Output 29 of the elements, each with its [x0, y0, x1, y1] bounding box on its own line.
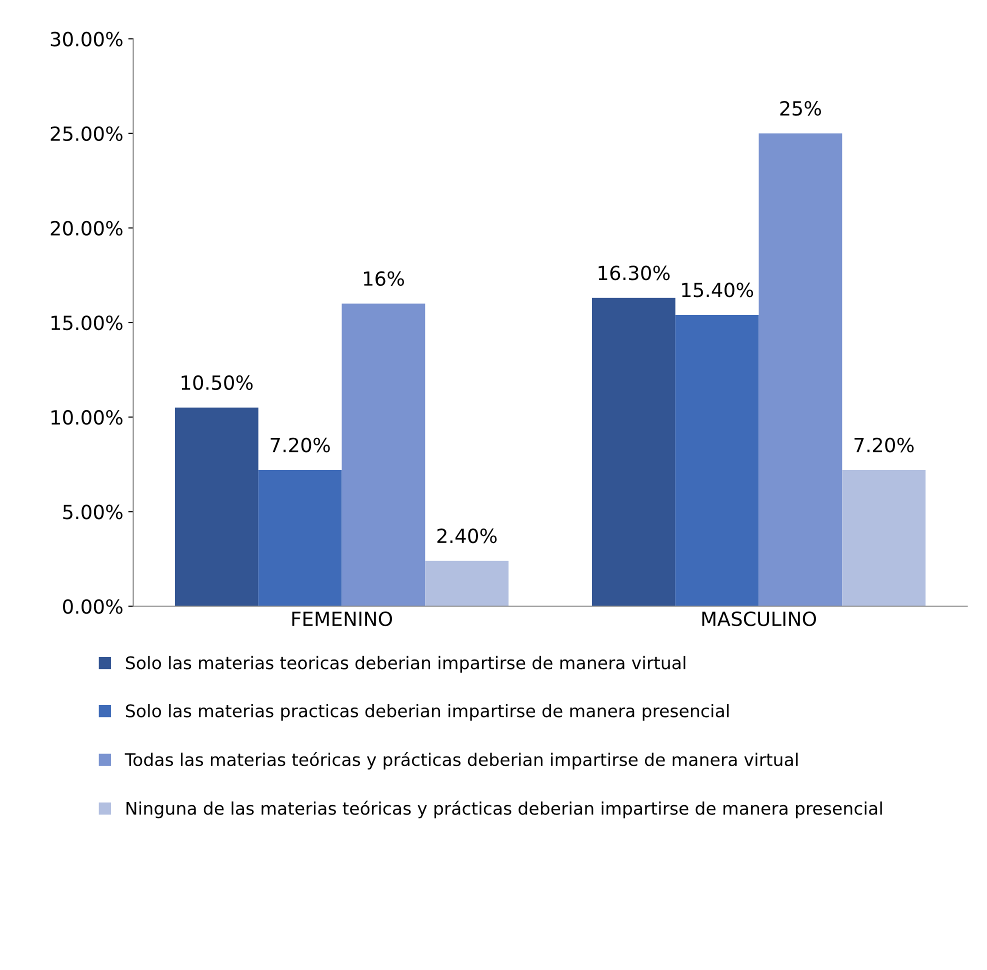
legend-label: Todas las materias teóricas y prácticas deberian impartirse de manera virtual [124, 752, 798, 770]
y-tick-label: 15.00% [52, 315, 122, 330]
y-tick-label: 20.00% [50, 220, 122, 236]
y-tick-label: 30.00% [50, 32, 122, 46]
data-label: 7.20% [270, 438, 330, 452]
data-label: 15.40% [682, 282, 754, 298]
y-tick-label: 0.00% [63, 599, 122, 614]
bar [425, 560, 509, 606]
data-label: 7.20% [854, 438, 914, 452]
legend-label: Ninguna de las materias teóricas y prácticas deberian impartirse de manera presencial [126, 800, 882, 818]
bar [174, 408, 258, 606]
data-label: 25% [780, 101, 821, 116]
bar [342, 304, 426, 606]
bar [758, 133, 842, 606]
x-tick-label: FEMENINO [292, 611, 392, 626]
legend-label: Solo las materias practicas deberian impartirse de manera presencial [126, 704, 729, 721]
bar [675, 314, 759, 606]
data-label: 16.30% [598, 266, 670, 280]
y-tick-label: 10.00% [52, 410, 122, 425]
legend-label: Solo las materias teoricas deberian impartirse de manera virtual [126, 656, 686, 673]
data-label: 2.40% [437, 528, 497, 544]
bar [258, 470, 342, 606]
x-tick-label: MASCULINO [702, 611, 816, 626]
bar [842, 470, 926, 606]
y-tick-label: 25.00% [50, 126, 122, 142]
data-label: 10.50% [182, 375, 253, 390]
data-label: 16% [364, 271, 404, 286]
bar [592, 298, 676, 606]
y-tick-label: 5.00% [63, 504, 122, 520]
